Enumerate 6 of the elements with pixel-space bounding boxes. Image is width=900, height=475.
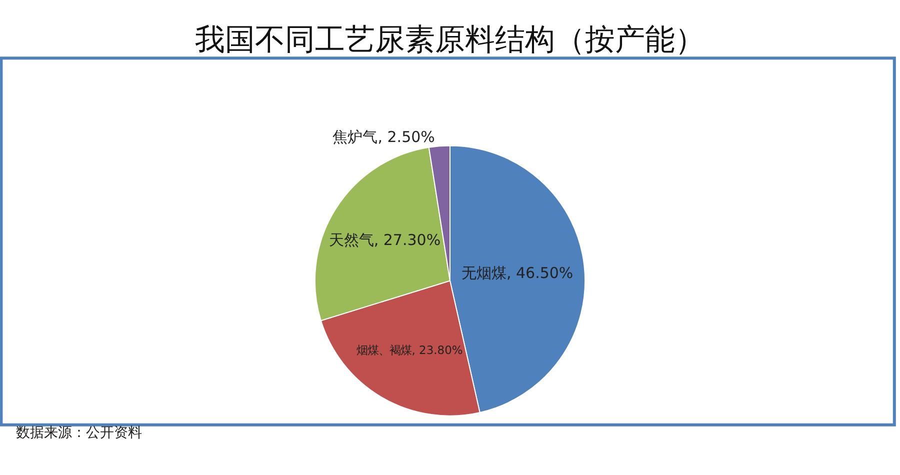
slice-label: 无烟煤, 46.50% — [461, 264, 574, 282]
slice-label: 焦炉气, 2.50% — [332, 128, 435, 146]
slice-label: 烟煤、褐煤, 23.80% — [356, 343, 463, 358]
source-note: 数据来源：公开资料 — [16, 425, 142, 441]
chart-title: 我国不同工艺尿素原料结构（按产能） — [195, 22, 705, 58]
slice-label: 天然气, 27.30% — [328, 231, 441, 250]
